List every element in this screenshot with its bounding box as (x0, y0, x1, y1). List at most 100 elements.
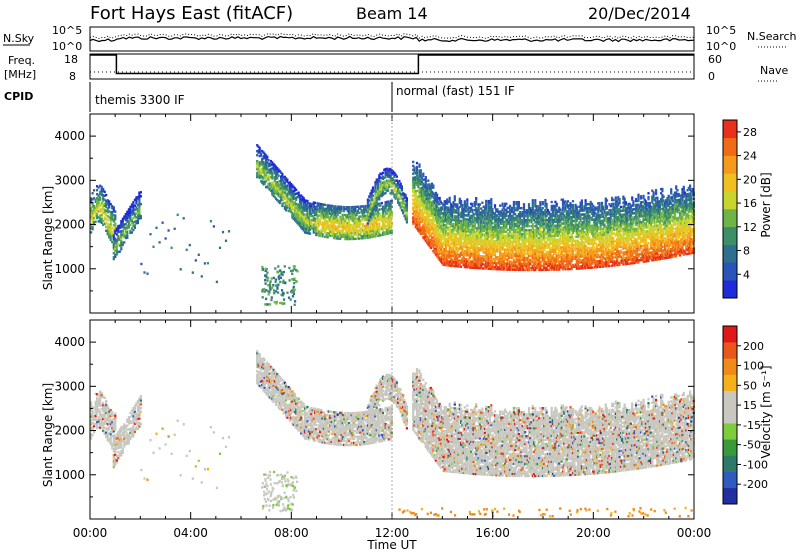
power-cell (97, 220, 100, 223)
power-cell (457, 241, 460, 244)
power-cell (309, 210, 312, 213)
power-cell (531, 258, 534, 262)
power-cell (506, 248, 509, 251)
power-cell (433, 239, 436, 243)
power-cell (478, 255, 481, 258)
power-cell (511, 236, 514, 240)
power-cell (353, 221, 356, 225)
power-cell (517, 236, 520, 240)
power-cell (443, 261, 446, 265)
power-cell (544, 216, 547, 220)
power-cell (280, 199, 283, 202)
power-cell (135, 198, 138, 201)
power-cell (485, 259, 488, 262)
power-cell (476, 211, 479, 214)
power-cell (462, 214, 465, 217)
power-cell (550, 234, 553, 238)
power-cell (139, 215, 142, 218)
power-cell (549, 234, 552, 238)
power-cell (488, 235, 492, 239)
power-cell (310, 204, 313, 208)
power-cell (276, 183, 279, 186)
power-cell (454, 249, 458, 252)
power-cell (492, 245, 495, 249)
power-cell (397, 195, 400, 198)
power-cell (325, 225, 328, 229)
power-cell (344, 227, 347, 231)
power-cell (90, 211, 93, 214)
power-cell (482, 239, 485, 242)
power-cell (454, 225, 458, 228)
power-cell (504, 236, 507, 239)
power-cell (493, 230, 497, 233)
power-cell (348, 223, 351, 227)
power-cell (516, 226, 519, 230)
power-cell (351, 207, 354, 211)
power-cell (517, 250, 520, 254)
power-cell (437, 233, 440, 236)
power-cell (419, 181, 422, 184)
power-cell (501, 216, 504, 219)
power-cell (91, 206, 94, 209)
power-cell (341, 227, 344, 231)
power-cell (132, 209, 135, 212)
power-cell (277, 192, 280, 195)
power-cell (263, 182, 266, 185)
power-cell (365, 230, 368, 233)
power-cell (490, 210, 493, 213)
power-cell (526, 238, 529, 242)
power-cell (349, 231, 352, 235)
power-cell (546, 256, 549, 260)
power-cell (475, 213, 478, 216)
power-cell (288, 193, 291, 196)
power-cell (381, 183, 385, 186)
power-cell (136, 217, 139, 221)
power-cell (283, 207, 286, 210)
power-cell (121, 229, 124, 233)
power-cell (99, 192, 102, 195)
power-cell (553, 266, 556, 269)
power-cell (263, 162, 266, 165)
power-cell (394, 189, 397, 192)
power-cell (423, 228, 426, 231)
power-cell (558, 262, 561, 265)
power-cell (472, 244, 475, 248)
power-cell (539, 262, 542, 266)
power-cell (296, 208, 299, 211)
power-cell (550, 206, 553, 210)
power-cell (530, 240, 533, 244)
power-cell (553, 218, 556, 222)
power-cell (456, 237, 459, 240)
power-cell (538, 227, 541, 230)
power-cell (519, 222, 522, 226)
power-cell (546, 268, 549, 271)
power-cell (330, 218, 333, 222)
power-cell (109, 226, 112, 230)
power-cell (564, 234, 567, 237)
power-cell (129, 219, 132, 223)
power-cell (93, 189, 96, 192)
power-cell (493, 212, 497, 215)
power-cell (278, 201, 281, 205)
power-cell (504, 248, 507, 251)
power-cell (120, 226, 123, 229)
power-cell (460, 261, 463, 264)
power-cell (475, 258, 478, 262)
power-cell (502, 228, 505, 231)
power-cell (452, 203, 455, 206)
power-cell (481, 233, 484, 236)
power-cell (434, 229, 437, 232)
power-cell (521, 223, 524, 226)
freq-label: Freq. (8, 54, 35, 67)
power-cell (482, 259, 485, 262)
power-cell (389, 227, 392, 231)
power-cell (496, 234, 499, 237)
power-cell (388, 206, 391, 209)
power-cell (461, 209, 464, 213)
power-cell (507, 220, 510, 224)
power-cell (331, 210, 334, 214)
power-cell (412, 164, 415, 168)
power-cell (504, 226, 507, 229)
power-cell (287, 182, 290, 185)
figure-title: Fort Hays East (fitACF) (90, 3, 293, 24)
